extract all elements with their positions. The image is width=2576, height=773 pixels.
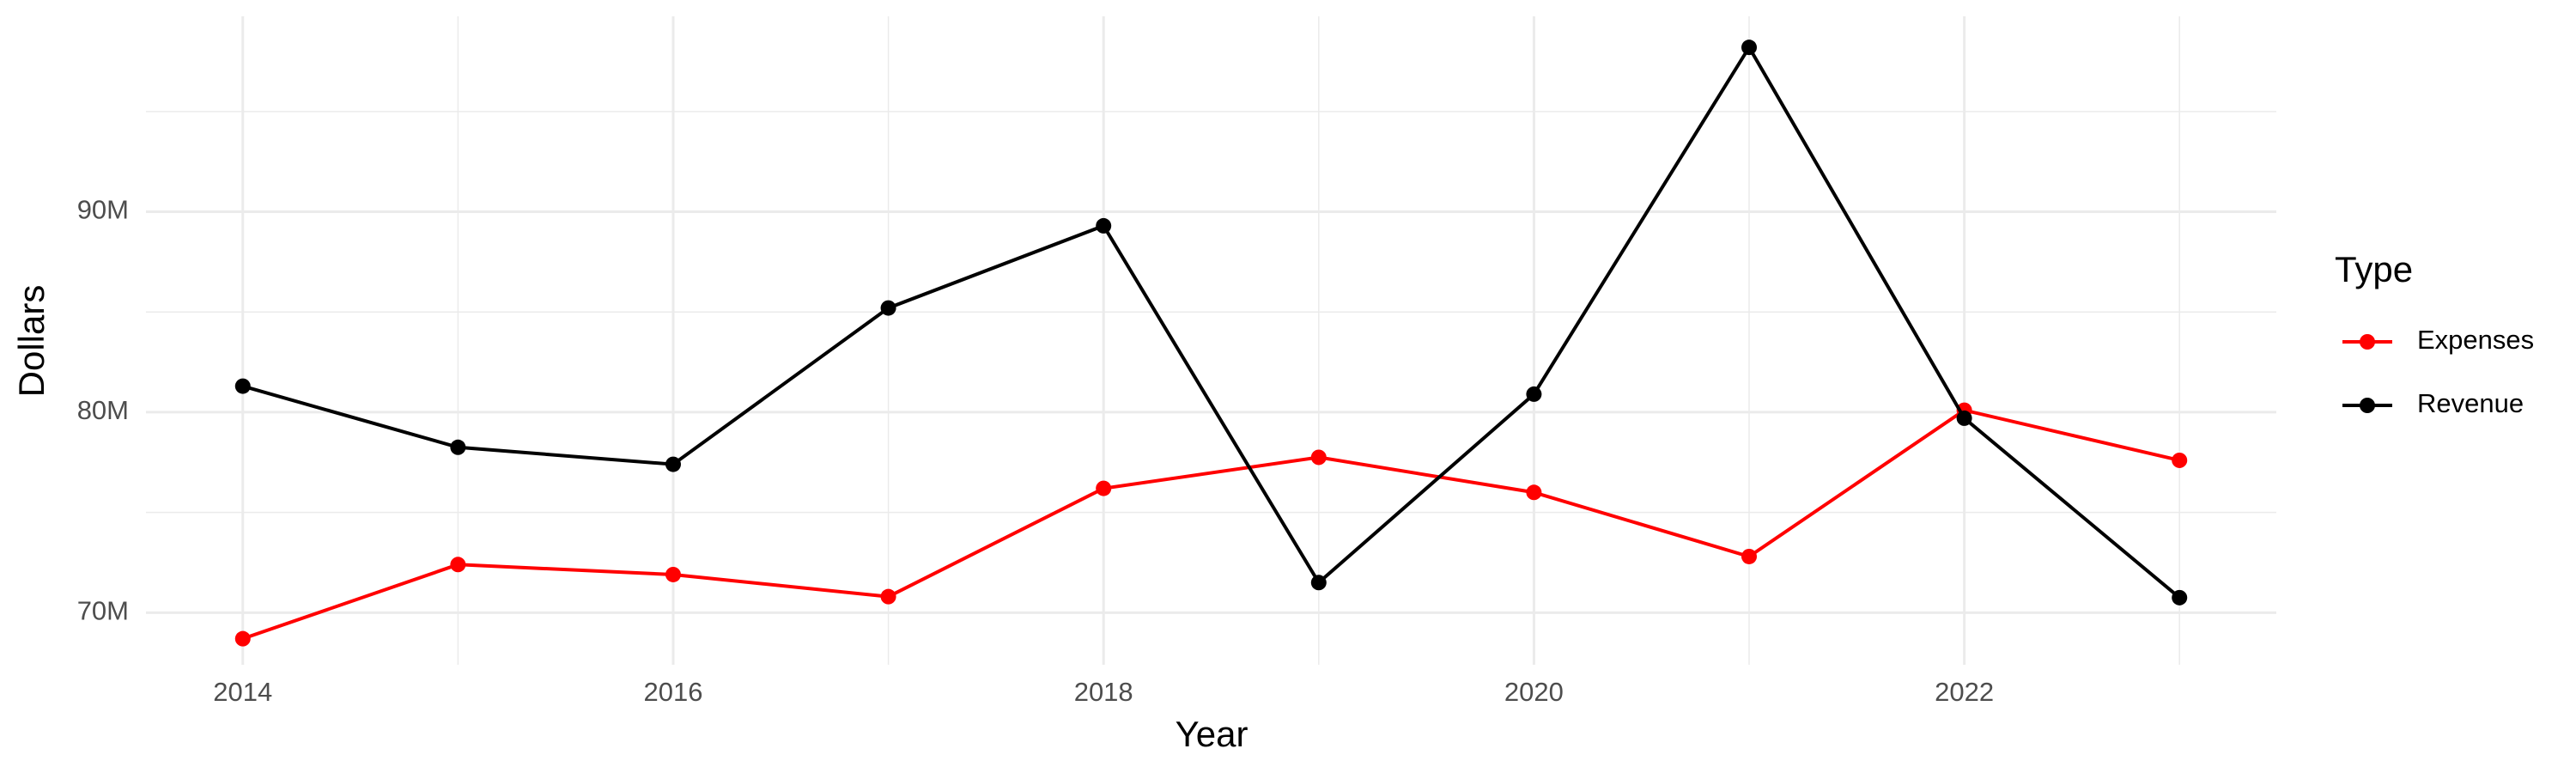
data-point [1956,410,1972,426]
legend-label: Revenue [2417,388,2524,418]
data-point [1741,548,1758,564]
legend-label: Expenses [2417,325,2534,355]
data-point [1741,40,1758,56]
data-point [2172,452,2188,468]
y-tick-label: 90M [77,195,129,225]
legend-key-point [2360,334,2375,350]
data-point [880,588,896,605]
data-point [234,630,251,647]
data-point [450,439,466,455]
data-point [1310,449,1327,466]
data-point [2172,589,2188,606]
series-line [242,408,2180,641]
data-point [665,456,681,472]
data-point [880,300,896,316]
data-point [450,557,466,573]
data-point [234,378,251,394]
legend-title: Type [2335,249,2413,289]
x-axis-title: Year [1176,714,1249,754]
y-tick-label: 70M [77,596,129,626]
legend-key-point [2360,398,2375,413]
data-point [1526,386,1542,402]
x-tick-label: 2022 [1935,677,1994,707]
data-point [1526,484,1542,501]
data-point [665,566,681,582]
data-point [1096,217,1112,234]
data-point [1096,480,1112,496]
x-tick-label: 2018 [1074,677,1133,707]
series-line [242,44,2181,600]
y-tick-label: 80M [77,395,129,425]
x-tick-label: 2014 [213,677,272,707]
x-tick-label: 2020 [1504,677,1564,707]
x-tick-label: 2016 [644,677,703,707]
data-point [1310,575,1327,591]
y-axis-title: Dollars [11,285,52,398]
